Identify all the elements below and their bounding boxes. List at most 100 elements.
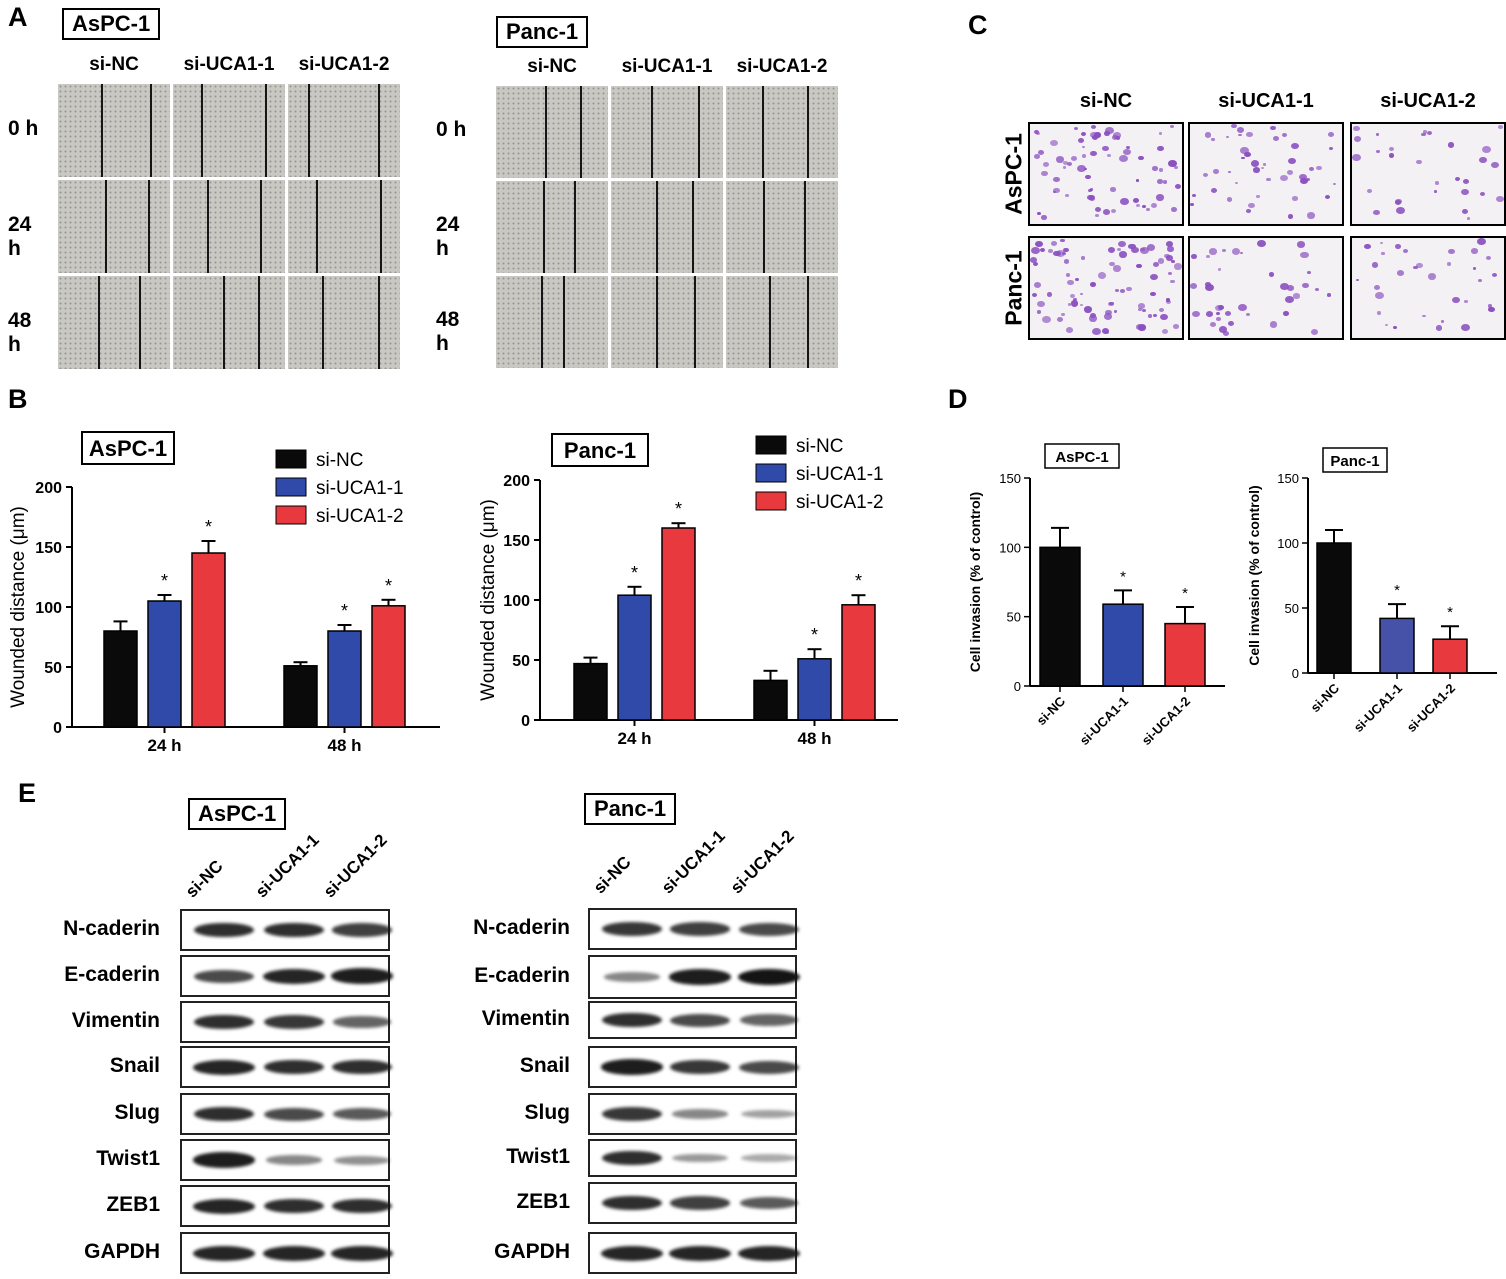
protein-band [263,968,325,984]
stained-cell [1268,272,1274,277]
protein-band [672,1153,728,1163]
stained-cell [1170,260,1175,264]
wound-edge-line [698,86,701,178]
stained-cell [1373,209,1381,215]
wound-edge-line [223,276,226,369]
column-label-si-NC: si-NC [1079,90,1133,112]
protein-label: GAPDH [494,1240,570,1263]
wound-edge-line [540,276,543,368]
blot-strip [180,1046,393,1088]
stained-cell [1033,282,1042,289]
stained-cell [1104,330,1109,335]
legend-label: si-UCA1-2 [316,506,404,527]
stained-cell [1162,180,1168,185]
stained-cell [1117,240,1126,247]
stained-cell [1396,270,1405,277]
legend-label: si-UCA1-2 [796,492,884,513]
stained-cell [1090,188,1094,191]
stained-cell [1240,147,1249,154]
protein-band [670,922,730,936]
stained-cell [1033,154,1040,160]
protein-band [263,1015,325,1029]
y-tick-label: 200 [35,480,62,497]
wound-image [173,276,285,369]
stained-cell [1155,194,1165,202]
y-tick-label: 50 [512,653,530,670]
protein-band [331,968,393,984]
chart-title-box [1322,447,1388,473]
stained-cell [1380,241,1384,244]
stained-cell [1306,211,1316,219]
y-tick-label: 200 [503,473,530,490]
wound-edge-line [316,180,318,273]
stained-cell [1282,132,1288,137]
chart-d-panc1: 0 50 100 150 Cell invasion (% of control) Pan… [1246,447,1497,735]
legend-label: si-NC [316,450,364,471]
stained-cell [1373,284,1381,290]
wound-edge-line [201,84,203,177]
wound-image [496,86,608,178]
stained-cell [1157,179,1164,184]
stained-cell [1039,247,1046,253]
bar-si-UCA1-2 [191,552,226,728]
protein-band [331,1245,393,1261]
bar-si-UCA1-2 [661,527,696,721]
stained-cell [1244,152,1251,158]
stained-cell [1216,317,1221,321]
stained-cell [1280,283,1289,291]
wound-edge-line [98,276,101,369]
chart-b-aspc1: 0 50 100 150 200 Wounded distance (μm) AsPC-1 *… [8,431,440,755]
panel-label-d: D [948,384,968,414]
protein-band [194,969,254,983]
stained-cell [1461,188,1470,195]
stained-cell [1367,188,1373,193]
stained-cell [1073,298,1078,302]
stained-cell [1292,196,1298,201]
stained-cell [1479,157,1487,164]
bar-si-UCA1-1 [797,658,832,721]
stained-cell [1291,142,1299,149]
wound-image [726,86,838,178]
stained-cell [1090,150,1097,156]
wound-image [611,181,723,273]
wound-edge-line [762,181,765,273]
stained-cell [1081,154,1087,158]
stained-cell [1205,283,1215,291]
wound-edge-line [258,276,261,369]
stained-cell [1224,310,1232,317]
stained-cell [1226,197,1233,202]
stained-cell [1462,178,1469,184]
panel-a-title-aspc1: AsPC-1 [62,8,161,40]
stained-cell [1070,300,1079,307]
column-label-si-NC: si-NC [527,56,577,77]
wound-image [288,276,400,369]
lane-label-si-UCA1-1: si-UCA1-1 [657,826,729,898]
panel-label-c: C [968,10,988,40]
stained-cell [1077,165,1087,173]
stained-cell [1216,312,1221,316]
stained-cell [1190,203,1195,207]
stained-cell [1110,208,1117,214]
stained-cell [1402,248,1409,254]
stained-cell [1147,314,1153,318]
stained-cell [1461,209,1469,215]
stained-cell [1090,124,1097,130]
y-tick-label: 0 [1292,666,1299,681]
stained-cell [1101,145,1110,152]
stained-cell [1301,282,1309,289]
stained-cell [1123,149,1131,155]
stained-cell [1352,153,1361,161]
y-axis-label: Cell invasion (% of control) [1246,485,1262,665]
lane-label-si-UCA1-1: si-UCA1-1 [251,830,323,902]
stained-cell [1030,247,1040,255]
stained-cell [1426,131,1432,136]
blot-strip [588,1001,799,1039]
stained-cell [1225,135,1229,138]
stained-cell [1165,299,1172,305]
x-tick-label: si-UCA1-2 [1139,694,1194,749]
protein-band [265,1155,323,1165]
significance-mark: * [385,576,392,596]
y-tick-label: 50 [1285,601,1299,616]
stained-cell [1050,240,1058,246]
stained-cell [1169,124,1175,129]
